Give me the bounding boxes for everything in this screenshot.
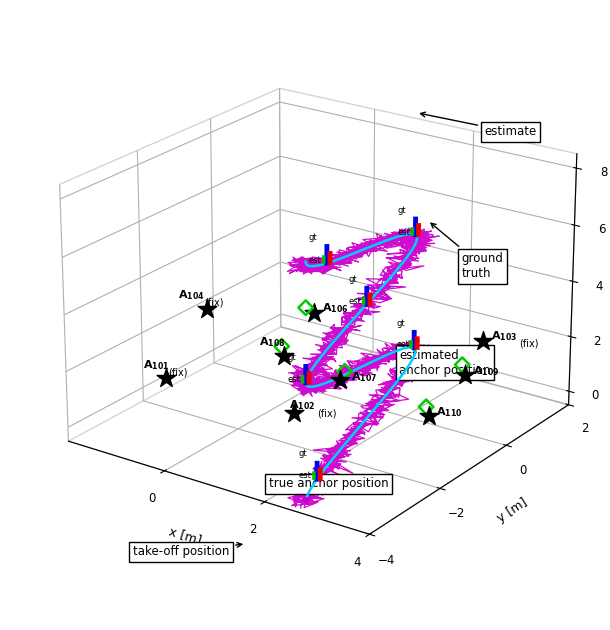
Text: true anchor position: true anchor position xyxy=(269,468,389,490)
Text: estimated
anchor position: estimated anchor position xyxy=(399,348,490,377)
X-axis label: x [m]: x [m] xyxy=(168,525,204,547)
Text: ground
truth: ground truth xyxy=(431,223,503,280)
Text: estimate: estimate xyxy=(420,112,537,139)
Text: take-off position: take-off position xyxy=(132,542,242,558)
Y-axis label: y [m]: y [m] xyxy=(495,496,531,525)
